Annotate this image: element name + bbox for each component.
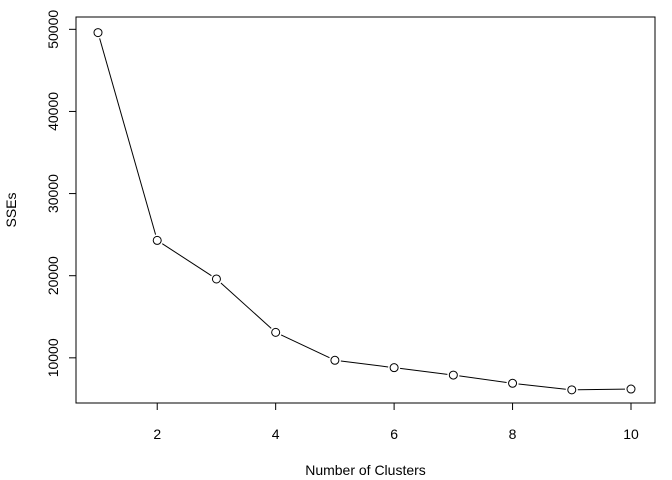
series-line-segment (161, 243, 212, 277)
x-tick-label: 8 (509, 426, 517, 442)
y-tick-label: 10000 (45, 338, 61, 377)
y-tick-label: 20000 (45, 256, 61, 295)
data-point (152, 235, 162, 245)
data-point (211, 274, 221, 284)
data-point (448, 370, 458, 380)
series-line-segment (518, 383, 566, 390)
series-line-segment (577, 388, 626, 391)
data-point (330, 355, 340, 365)
series-layer (93, 28, 636, 395)
y-tick-label: 50000 (45, 10, 61, 49)
x-axis-title: Number of Clusters (305, 462, 426, 478)
data-point (389, 363, 399, 373)
data-point (93, 28, 103, 38)
x-tick-label: 10 (623, 426, 639, 442)
x-tick-label: 6 (390, 426, 398, 442)
x-axis: 2 4 6 8 10 (153, 402, 639, 442)
x-tick-label: 2 (153, 426, 161, 442)
series-line-segment (340, 360, 389, 368)
data-point (626, 384, 636, 394)
series-line-segment (99, 38, 157, 235)
y-axis: 10000 20000 30000 40000 50000 (45, 10, 77, 377)
x-tick-label: 4 (272, 426, 280, 442)
data-point (567, 385, 577, 395)
y-tick-label: 30000 (45, 174, 61, 213)
y-tick-label: 40000 (45, 92, 61, 131)
data-point (271, 327, 281, 337)
data-point (508, 378, 518, 388)
series-line-segment (220, 282, 272, 329)
plot-frame (75, 16, 656, 404)
series-line-segment (459, 375, 507, 383)
y-axis-title: SSEs (3, 192, 19, 227)
series-line-segment (400, 367, 448, 375)
series-line-segment (280, 334, 330, 359)
